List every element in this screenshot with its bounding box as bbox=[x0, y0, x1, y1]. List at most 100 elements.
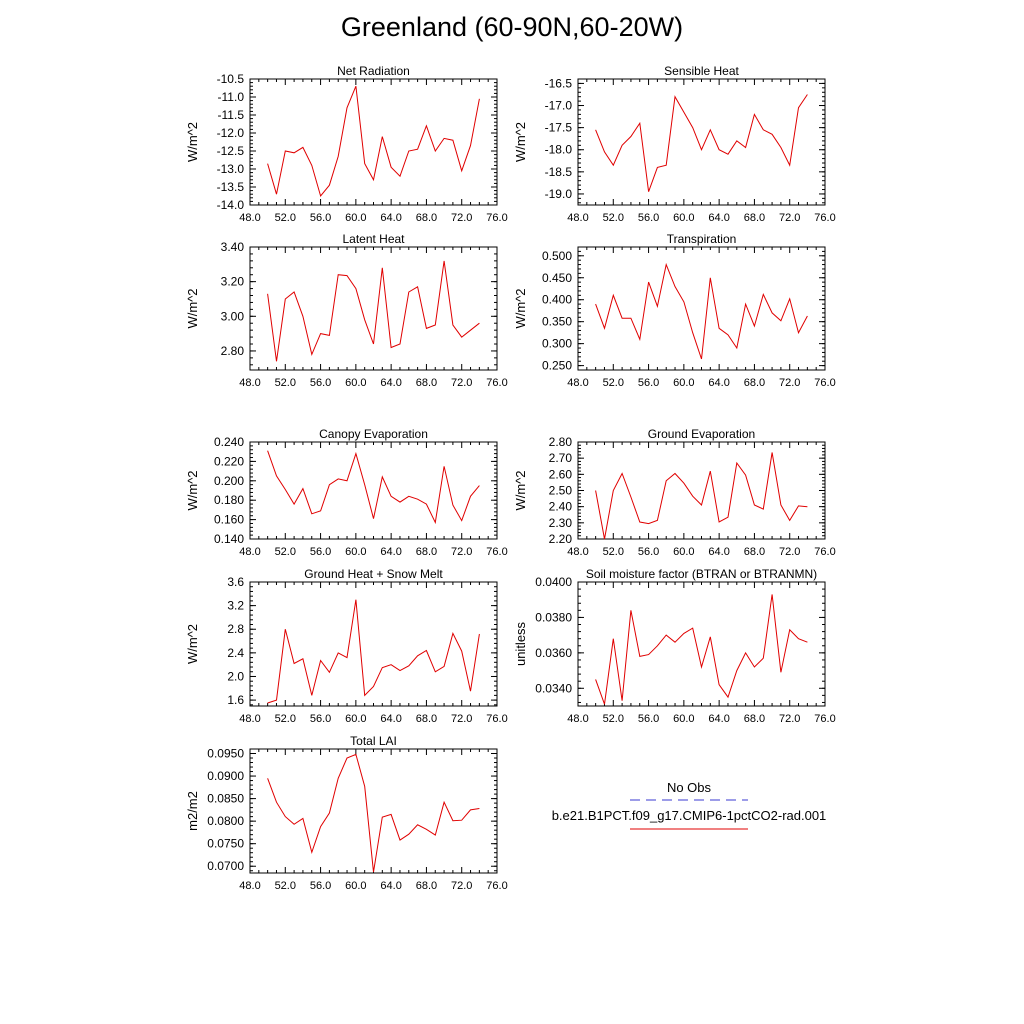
x-tick-label: 68.0 bbox=[744, 713, 765, 725]
chart-panel: Sensible Heat W/m^2 48.0 52.0 56.0 60.0 64.0 68… bbox=[513, 64, 836, 224]
y-tick-label: 2.20 bbox=[549, 532, 573, 546]
y-tick-label: -18.5 bbox=[545, 165, 573, 179]
x-tick-label: 48.0 bbox=[567, 546, 588, 558]
panel-title: Transpiration bbox=[667, 232, 737, 246]
y-axis-label: W/m^2 bbox=[513, 470, 528, 510]
x-tick-label: 68.0 bbox=[416, 546, 437, 558]
x-tick-label: 68.0 bbox=[416, 212, 437, 224]
x-tick-label: 56.0 bbox=[638, 377, 659, 389]
x-tick-label: 52.0 bbox=[603, 212, 624, 224]
panel-title: Latent Heat bbox=[342, 232, 405, 246]
x-tick-label: 60.0 bbox=[673, 377, 694, 389]
y-tick-label: 0.0850 bbox=[207, 792, 244, 806]
x-tick-label: 72.0 bbox=[451, 880, 472, 892]
plot-frame bbox=[249, 246, 498, 371]
series-line bbox=[595, 94, 808, 192]
y-axis-label: W/m^2 bbox=[185, 624, 200, 664]
x-tick-label: 72.0 bbox=[779, 546, 800, 558]
figure-title: Greenland (60-90N,60-20W) bbox=[340, 12, 684, 42]
x-tick-label: 64.0 bbox=[380, 212, 401, 224]
x-tick-label: 72.0 bbox=[451, 377, 472, 389]
y-axis-label: W/m^2 bbox=[185, 288, 200, 328]
y-axis-label: W/m^2 bbox=[513, 288, 528, 328]
x-tick-label: 60.0 bbox=[345, 546, 366, 558]
x-tick-label: 56.0 bbox=[310, 713, 331, 725]
series-line bbox=[267, 260, 480, 362]
y-tick-label: -13.5 bbox=[217, 180, 245, 194]
x-tick-label: 72.0 bbox=[451, 212, 472, 224]
x-tick-label: 76.0 bbox=[814, 377, 835, 389]
y-tick-label: -12.0 bbox=[217, 126, 245, 140]
y-tick-label: 0.400 bbox=[542, 293, 572, 307]
panel-title: Canopy Evaporation bbox=[319, 427, 428, 441]
y-axis-label: W/m^2 bbox=[185, 470, 200, 510]
y-tick-label: 0.0400 bbox=[535, 575, 572, 589]
y-tick-label: 2.0 bbox=[227, 669, 244, 683]
x-tick-label: 52.0 bbox=[275, 546, 296, 558]
y-tick-label: 2.80 bbox=[221, 344, 245, 358]
y-tick-label: -11.0 bbox=[218, 90, 245, 104]
y-tick-label: 2.50 bbox=[549, 484, 573, 498]
chart-panel: Net Radiation W/m^2 48.0 52.0 56.0 60.0 64.0 68… bbox=[185, 64, 508, 224]
x-tick-label: 48.0 bbox=[239, 212, 260, 224]
y-tick-label: 3.6 bbox=[227, 575, 244, 589]
x-tick-label: 64.0 bbox=[708, 377, 729, 389]
y-tick-label: -19.0 bbox=[545, 187, 573, 201]
plot-frame bbox=[577, 78, 826, 206]
y-tick-label: 2.40 bbox=[549, 500, 573, 514]
x-tick-label: 60.0 bbox=[673, 546, 694, 558]
y-tick-label: 0.250 bbox=[542, 359, 572, 373]
y-tick-label: 2.60 bbox=[549, 467, 573, 481]
chart-panel: Ground Heat + Snow Melt W/m^2 48.0 52.0 56.0… bbox=[185, 567, 508, 725]
x-tick-label: 52.0 bbox=[275, 212, 296, 224]
y-tick-label: 0.450 bbox=[542, 271, 572, 285]
x-tick-label: 56.0 bbox=[310, 880, 331, 892]
x-tick-label: 76.0 bbox=[486, 880, 507, 892]
plot-frame bbox=[577, 581, 826, 707]
y-tick-label: -13.0 bbox=[217, 162, 245, 176]
y-tick-label: 0.220 bbox=[214, 454, 244, 468]
chart-panel: Total LAI m2/m2 48.0 52.0 56.0 60.0 64.0 68.0 72… bbox=[185, 734, 508, 892]
y-axis-label: unitless bbox=[513, 621, 528, 666]
series-line bbox=[267, 450, 480, 525]
y-tick-label: 0.0380 bbox=[535, 610, 572, 624]
plot-frame bbox=[249, 441, 498, 540]
series-line bbox=[267, 599, 480, 704]
chart-panel: Soil moisture factor (BTRAN or BTRANMN) u… bbox=[513, 567, 836, 725]
x-tick-label: 72.0 bbox=[451, 713, 472, 725]
x-tick-label: 48.0 bbox=[567, 713, 588, 725]
y-tick-label: 2.70 bbox=[549, 451, 573, 465]
x-tick-label: 64.0 bbox=[708, 713, 729, 725]
x-tick-label: 64.0 bbox=[380, 880, 401, 892]
x-tick-label: 56.0 bbox=[638, 546, 659, 558]
x-tick-label: 72.0 bbox=[779, 212, 800, 224]
legend-obs-label: No Obs bbox=[667, 780, 712, 795]
x-tick-label: 56.0 bbox=[310, 377, 331, 389]
y-tick-label: -16.5 bbox=[545, 76, 573, 90]
x-tick-label: 52.0 bbox=[603, 377, 624, 389]
chart-panels: Net Radiation W/m^2 48.0 52.0 56.0 60.0 64.0 68… bbox=[185, 64, 836, 892]
y-tick-label: 2.80 bbox=[549, 435, 573, 449]
x-tick-label: 52.0 bbox=[603, 546, 624, 558]
y-tick-label: 0.300 bbox=[542, 337, 572, 351]
x-tick-label: 60.0 bbox=[345, 713, 366, 725]
x-tick-label: 56.0 bbox=[310, 546, 331, 558]
x-tick-label: 56.0 bbox=[638, 713, 659, 725]
y-tick-label: 0.180 bbox=[214, 493, 244, 507]
y-tick-label: -14.0 bbox=[217, 198, 245, 212]
x-tick-label: 48.0 bbox=[239, 880, 260, 892]
series-line bbox=[595, 452, 808, 540]
x-tick-label: 76.0 bbox=[486, 713, 507, 725]
x-tick-label: 72.0 bbox=[779, 377, 800, 389]
y-tick-label: -17.5 bbox=[545, 121, 573, 135]
y-tick-label: -10.5 bbox=[217, 72, 245, 86]
plot-frame bbox=[577, 246, 826, 371]
plot-frame bbox=[249, 581, 498, 707]
x-tick-label: 48.0 bbox=[567, 212, 588, 224]
y-tick-label: 0.0340 bbox=[535, 681, 572, 695]
x-tick-label: 68.0 bbox=[744, 546, 765, 558]
x-tick-label: 64.0 bbox=[380, 713, 401, 725]
y-tick-label: 0.0700 bbox=[207, 859, 244, 873]
panel-title: Soil moisture factor (BTRAN or BTRANMN) bbox=[586, 567, 817, 581]
x-tick-label: 72.0 bbox=[451, 546, 472, 558]
